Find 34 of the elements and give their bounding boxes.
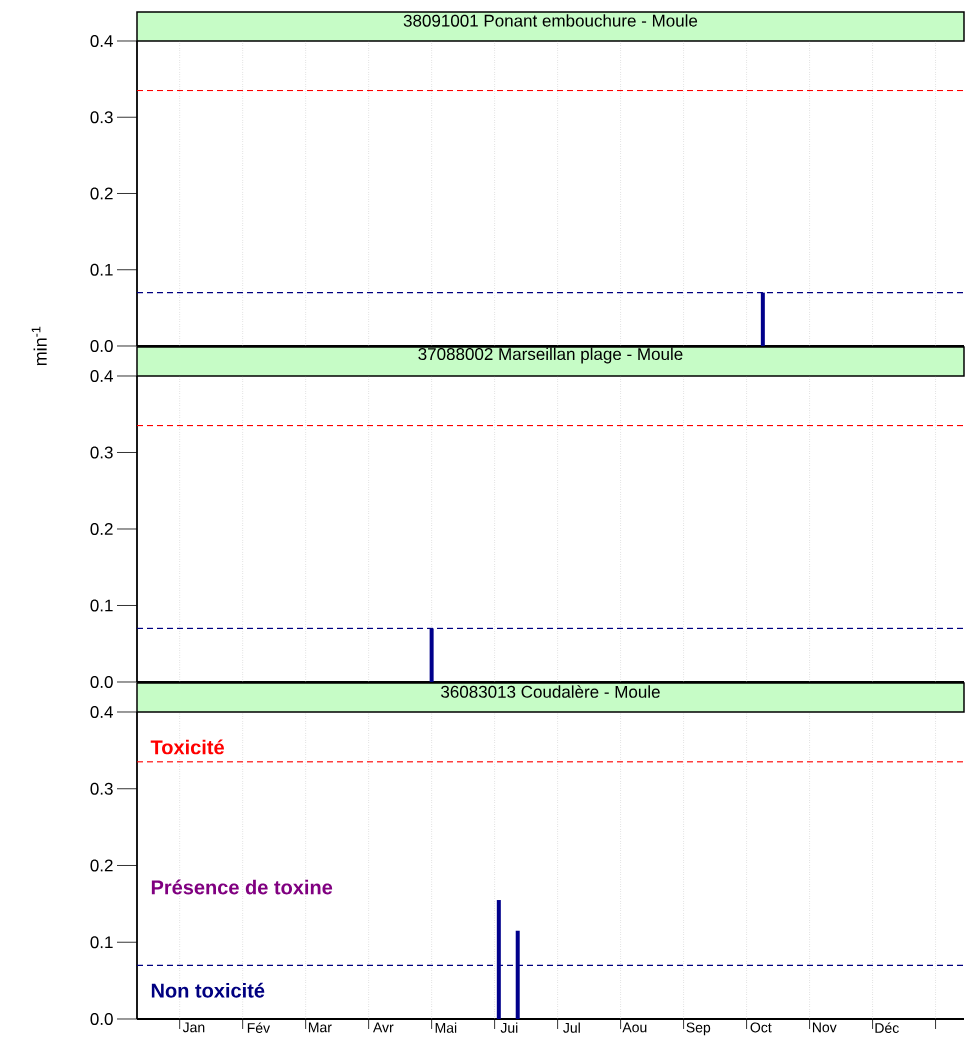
x-tick-label: Avr	[372, 1022, 394, 1033]
x-tick-label: Sep	[686, 1022, 711, 1036]
y-tick-label: 0.2	[90, 187, 113, 200]
y-tick-label: 0.3	[90, 782, 113, 795]
annotation: Présence de toxine	[151, 879, 333, 895]
y-tick-label: 0.4	[90, 369, 113, 383]
y-tick-label: 0.4	[90, 705, 113, 719]
y-tick-label: 0.2	[90, 522, 113, 536]
y-tick-label: 0.2	[90, 859, 113, 872]
y-tick-label: 0.4	[90, 34, 113, 48]
y-tick-label: 0.0	[90, 1012, 113, 1026]
y-tick-label: 0.0	[90, 339, 113, 353]
x-tick-label: Oct	[750, 1022, 772, 1033]
x-tick-label: Nov	[812, 1022, 837, 1033]
y-tick-label: 0.0	[90, 675, 113, 689]
chart-title: 38091001 Ponant embouchure - Moule	[403, 14, 698, 27]
x-tick-label: Jan	[182, 1022, 205, 1033]
y-axis-title: min$^{-1}$	[31, 326, 47, 366]
x-tick-label: Déc	[875, 1022, 899, 1033]
y-tick-label: 0.3	[90, 111, 113, 124]
x-tick-label: Mar	[308, 1022, 332, 1033]
x-tick-label: Mai	[435, 1022, 457, 1033]
y-tick-label: 0.1	[90, 263, 113, 276]
ref-line-label: Non toxicité	[151, 982, 265, 998]
y-tick-label: 0.1	[90, 936, 113, 949]
ref-line-label: Toxicité	[150, 739, 224, 755]
y-tick-label: 0.3	[90, 446, 113, 459]
x-tick-label: Jul	[563, 1022, 580, 1033]
chart-title: 36083013 Coudalère - Moule	[441, 685, 660, 698]
y-tick-label: 0.1	[90, 599, 113, 612]
x-tick-label: Jui	[500, 1022, 518, 1033]
chart-title: 37088002 Marseillan plage - Moule	[418, 347, 683, 364]
x-tick-label: Fév	[247, 1022, 271, 1033]
x-tick-label: Aou	[622, 1022, 647, 1033]
